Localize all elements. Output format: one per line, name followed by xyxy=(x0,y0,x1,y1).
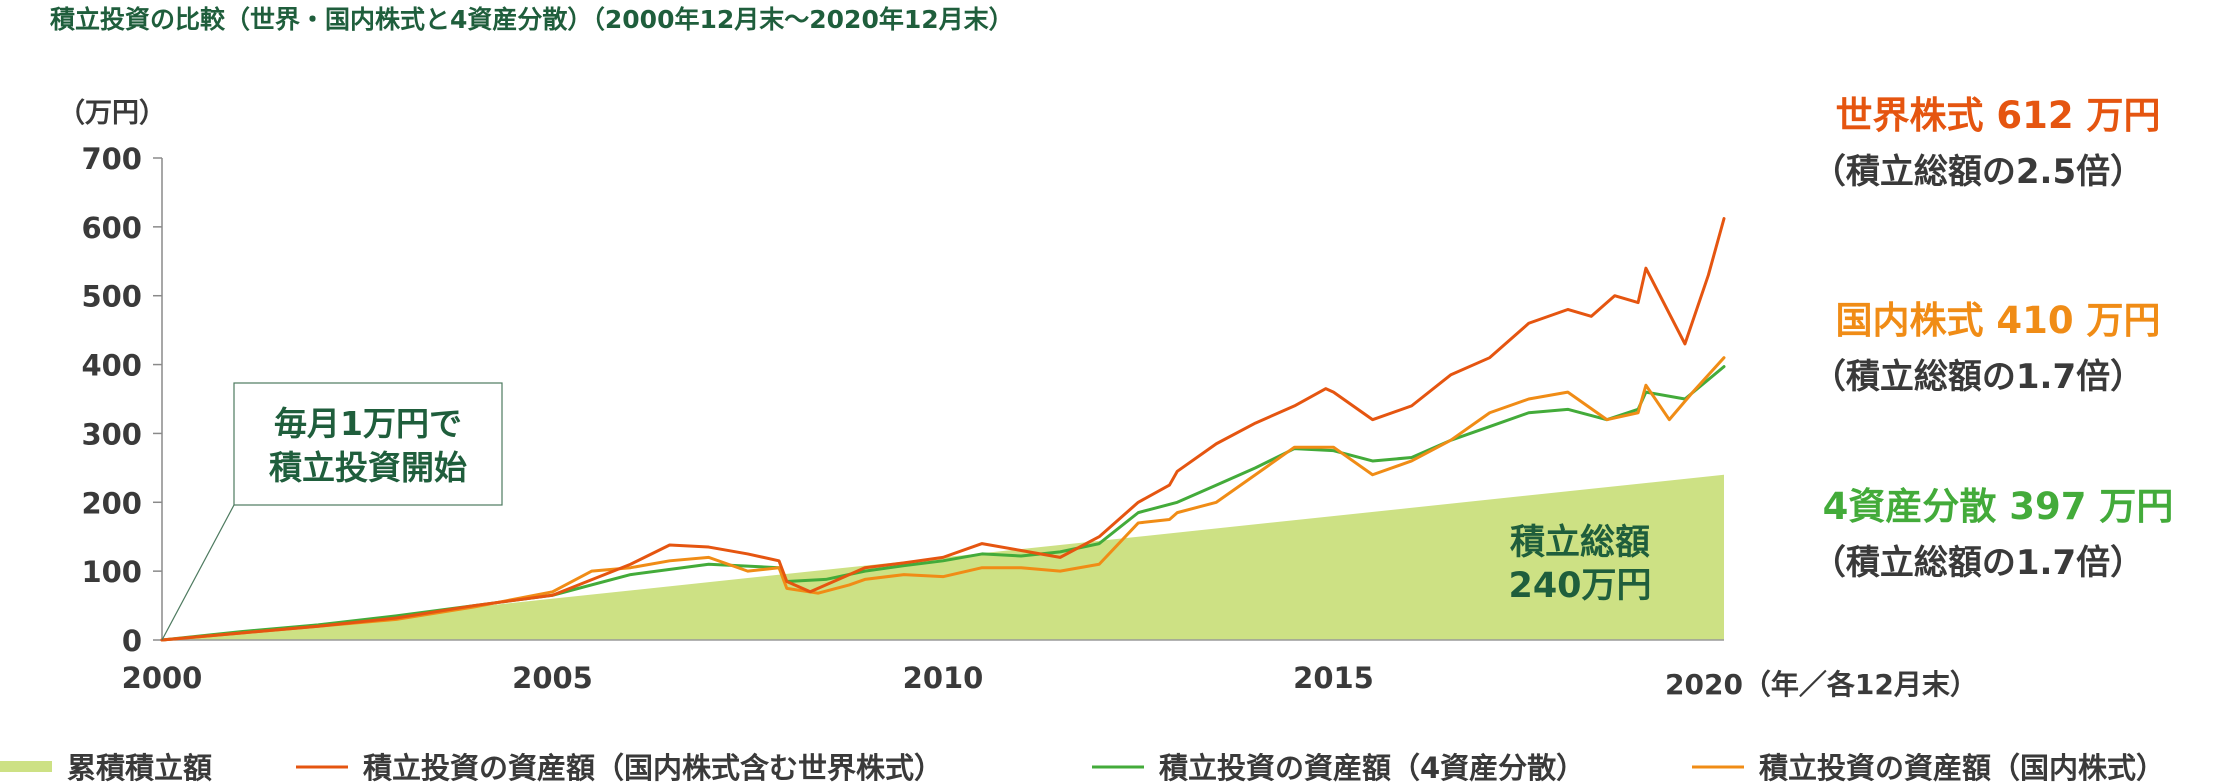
x-tick-label: 2010 xyxy=(903,661,984,695)
end-label-world: 世界株式 612 万円 xyxy=(1836,94,2161,137)
y-tick-label: 700 xyxy=(81,142,142,176)
total-label-line1: 積立総額 xyxy=(1510,523,1650,563)
y-tick-label: 100 xyxy=(81,555,142,589)
legend-label-total: 累積積立額 xyxy=(67,751,212,784)
legend: 累積積立額 積立投資の資産額（国内株式含む世界株式） 積立投資の資産額（4資産分散）… xyxy=(0,751,2165,784)
x-tick-label: 2005 xyxy=(512,661,593,695)
x-tick-label: 2015 xyxy=(1293,661,1374,695)
end-label-four_asset: 4資産分散 397 万円 xyxy=(1823,485,2174,528)
legend-label-world: 積立投資の資産額（国内株式含む世界株式） xyxy=(363,751,943,784)
y-axis-unit-label: （万円） xyxy=(58,98,166,129)
chart-title: 積立投資の比較（世界・国内株式と4資産分散）（2000年12月末〜2020年12… xyxy=(50,5,1014,34)
y-tick-label: 0 xyxy=(122,624,142,658)
legend-label-four_asset: 積立投資の資産額（4資産分散） xyxy=(1159,751,1585,784)
start-note-box xyxy=(233,382,503,506)
end-label-ratio-domestic: （積立総額の1.7倍） xyxy=(1812,357,2144,397)
start-note-line2: 積立投資開始 xyxy=(269,448,467,487)
y-tick-label: 600 xyxy=(81,211,142,245)
plot-area: 0 100 200 300 400 500 600 700 2000 2005 2010 2015 毎月… xyxy=(81,94,2173,695)
legend-swatch-total xyxy=(0,761,52,772)
end-label-domestic: 国内株式 410 万円 xyxy=(1836,299,2161,342)
end-label-ratio-four_asset: （積立総額の1.7倍） xyxy=(1812,543,2144,583)
series-line-four_asset xyxy=(160,365,1726,642)
y-tick-label: 500 xyxy=(81,280,142,314)
y-tick-label: 200 xyxy=(81,486,142,520)
x-axis-end-label: 2020（年／各12月末） xyxy=(1665,668,1978,701)
legend-label-domestic: 積立投資の資産額（国内株式） xyxy=(1759,751,2165,784)
start-note-pointer xyxy=(161,504,235,641)
y-tick-label: 300 xyxy=(81,417,142,451)
total-label-line2: 240万円 xyxy=(1508,566,1651,606)
series-line-world xyxy=(160,217,1726,642)
y-tick-label: 400 xyxy=(81,349,142,383)
start-note-line1: 毎月1万円で xyxy=(274,404,462,443)
end-label-ratio-world: （積立総額の2.5倍） xyxy=(1812,152,2144,192)
x-tick-label: 2000 xyxy=(122,661,203,695)
